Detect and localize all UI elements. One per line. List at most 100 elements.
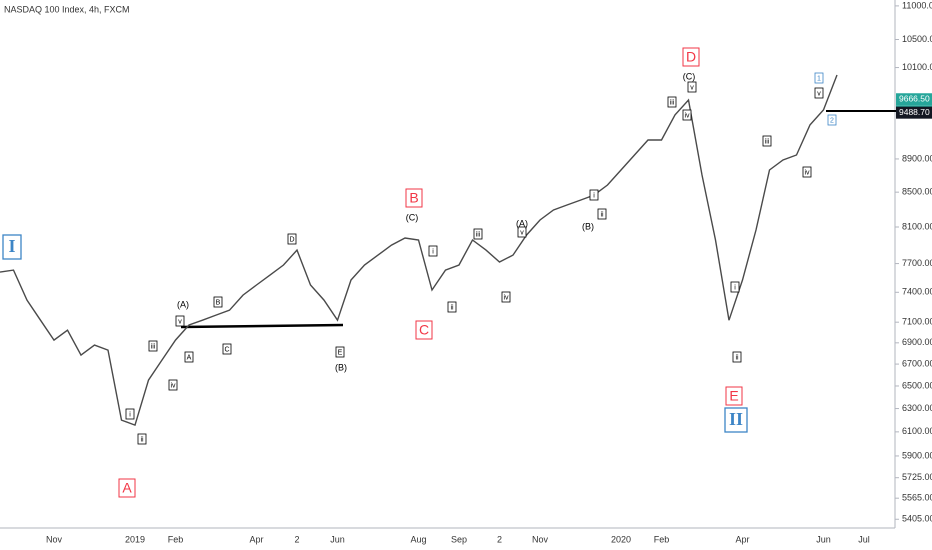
wave-label: D bbox=[686, 49, 696, 65]
y-tick-label: 8900.00 bbox=[902, 153, 932, 163]
wave-label: v bbox=[817, 90, 821, 97]
x-tick-label: Feb bbox=[654, 534, 670, 544]
y-tick-label: 5900.00 bbox=[902, 450, 932, 460]
wave-box bbox=[802, 166, 812, 178]
wave-box bbox=[827, 114, 837, 126]
y-tick-label: 6700.00 bbox=[902, 358, 932, 368]
x-tick-label: Nov bbox=[46, 534, 63, 544]
x-tick-label: Apr bbox=[249, 534, 263, 544]
wave-label: (A) bbox=[516, 218, 528, 228]
x-tick-label: 2019 bbox=[125, 534, 145, 544]
wave-box bbox=[682, 47, 700, 67]
x-tick-label: Nov bbox=[532, 534, 549, 544]
wave-label: (C) bbox=[683, 71, 696, 81]
wave-label: A bbox=[187, 354, 192, 361]
wave-box bbox=[687, 81, 697, 93]
wave-label: v bbox=[178, 318, 182, 325]
wave-label: ii bbox=[600, 211, 604, 218]
wave-label: iv bbox=[684, 112, 690, 119]
y-tick-label: 5725.00 bbox=[902, 472, 932, 482]
y-tick-label: 6900.00 bbox=[902, 337, 932, 347]
wave-box bbox=[730, 281, 740, 293]
x-tick-label: Jun bbox=[816, 534, 831, 544]
wave-box bbox=[125, 408, 135, 420]
y-tick-label: 8500.00 bbox=[902, 187, 932, 197]
wave-label: (C) bbox=[406, 212, 419, 222]
x-tick-label: Aug bbox=[410, 534, 426, 544]
y-tick-label: 7100.00 bbox=[902, 317, 932, 327]
trend-line bbox=[180, 323, 344, 329]
wave-box bbox=[415, 320, 433, 340]
wave-label: C bbox=[224, 346, 229, 353]
x-tick-label: Jun bbox=[330, 534, 345, 544]
wave-label: E bbox=[729, 388, 738, 404]
wave-box bbox=[287, 233, 297, 245]
price-badge-label: 9488.70 bbox=[899, 107, 930, 117]
wave-box bbox=[148, 340, 158, 352]
x-tick-label: Jul bbox=[858, 534, 870, 544]
x-tick-label: Sep bbox=[451, 534, 467, 544]
wave-label: ii bbox=[450, 304, 454, 311]
wave-label: ii bbox=[140, 436, 144, 443]
wave-label: i bbox=[734, 284, 736, 291]
wave-label: (B) bbox=[582, 221, 594, 231]
y-tick-label: 7700.00 bbox=[902, 258, 932, 268]
y-tick-label: 10500.00 bbox=[902, 34, 932, 44]
y-tick-label: 6500.00 bbox=[902, 380, 932, 390]
wave-label: D bbox=[289, 236, 294, 243]
wave-box bbox=[814, 87, 824, 99]
wave-label: i bbox=[593, 192, 595, 199]
x-tick-label: 2 bbox=[497, 534, 502, 544]
wave-box bbox=[725, 386, 743, 406]
wave-label: iii bbox=[476, 231, 481, 238]
wave-label: ii bbox=[735, 354, 739, 361]
wave-label: iv bbox=[804, 169, 810, 176]
wave-label: v bbox=[520, 229, 524, 236]
wave-box bbox=[428, 245, 438, 257]
wave-box bbox=[137, 433, 147, 445]
chart-title: NASDAQ 100 Index, 4h, FXCM bbox=[4, 4, 130, 14]
wave-label: v bbox=[690, 84, 694, 91]
wave-box bbox=[814, 72, 824, 84]
wave-box bbox=[447, 301, 457, 313]
wave-label: 1 bbox=[817, 75, 821, 82]
wave-box bbox=[2, 234, 22, 260]
y-tick-label: 8100.00 bbox=[902, 221, 932, 231]
x-tick-label: 2020 bbox=[611, 534, 631, 544]
wave-label: i bbox=[129, 411, 131, 418]
wave-box bbox=[473, 228, 483, 240]
wave-box bbox=[724, 407, 748, 433]
wave-label: iv bbox=[503, 294, 509, 301]
y-tick-label: 6300.00 bbox=[902, 403, 932, 413]
wave-label: (A) bbox=[177, 299, 189, 309]
wave-box bbox=[222, 343, 232, 355]
x-tick-label: Apr bbox=[735, 534, 749, 544]
wave-label: A bbox=[122, 480, 132, 496]
price-line bbox=[0, 74, 838, 427]
wave-box bbox=[589, 189, 599, 201]
y-tick-label: 11000.00 bbox=[902, 0, 932, 10]
x-tick-label: 2 bbox=[294, 534, 299, 544]
wave-box bbox=[682, 109, 692, 121]
wave-label: B bbox=[216, 299, 221, 306]
wave-label: iv bbox=[170, 382, 176, 389]
wave-label: E bbox=[338, 349, 343, 356]
price-badge bbox=[896, 106, 932, 119]
wave-label: II bbox=[729, 409, 743, 429]
wave-label: i bbox=[432, 248, 434, 255]
wave-label: iii bbox=[670, 99, 675, 106]
wave-box bbox=[597, 208, 607, 220]
wave-label: 2 bbox=[830, 117, 834, 124]
wave-box bbox=[517, 226, 527, 238]
y-tick-label: 5405.00 bbox=[902, 514, 932, 524]
wave-box bbox=[405, 188, 423, 208]
wave-box bbox=[184, 351, 194, 363]
wave-label: iii bbox=[765, 138, 770, 145]
wave-box bbox=[667, 96, 677, 108]
wave-box bbox=[168, 379, 178, 391]
wave-box bbox=[732, 351, 742, 363]
price-badge-label: 9666.50 bbox=[899, 94, 930, 104]
wave-label: B bbox=[409, 190, 418, 206]
wave-label: iii bbox=[151, 343, 156, 350]
